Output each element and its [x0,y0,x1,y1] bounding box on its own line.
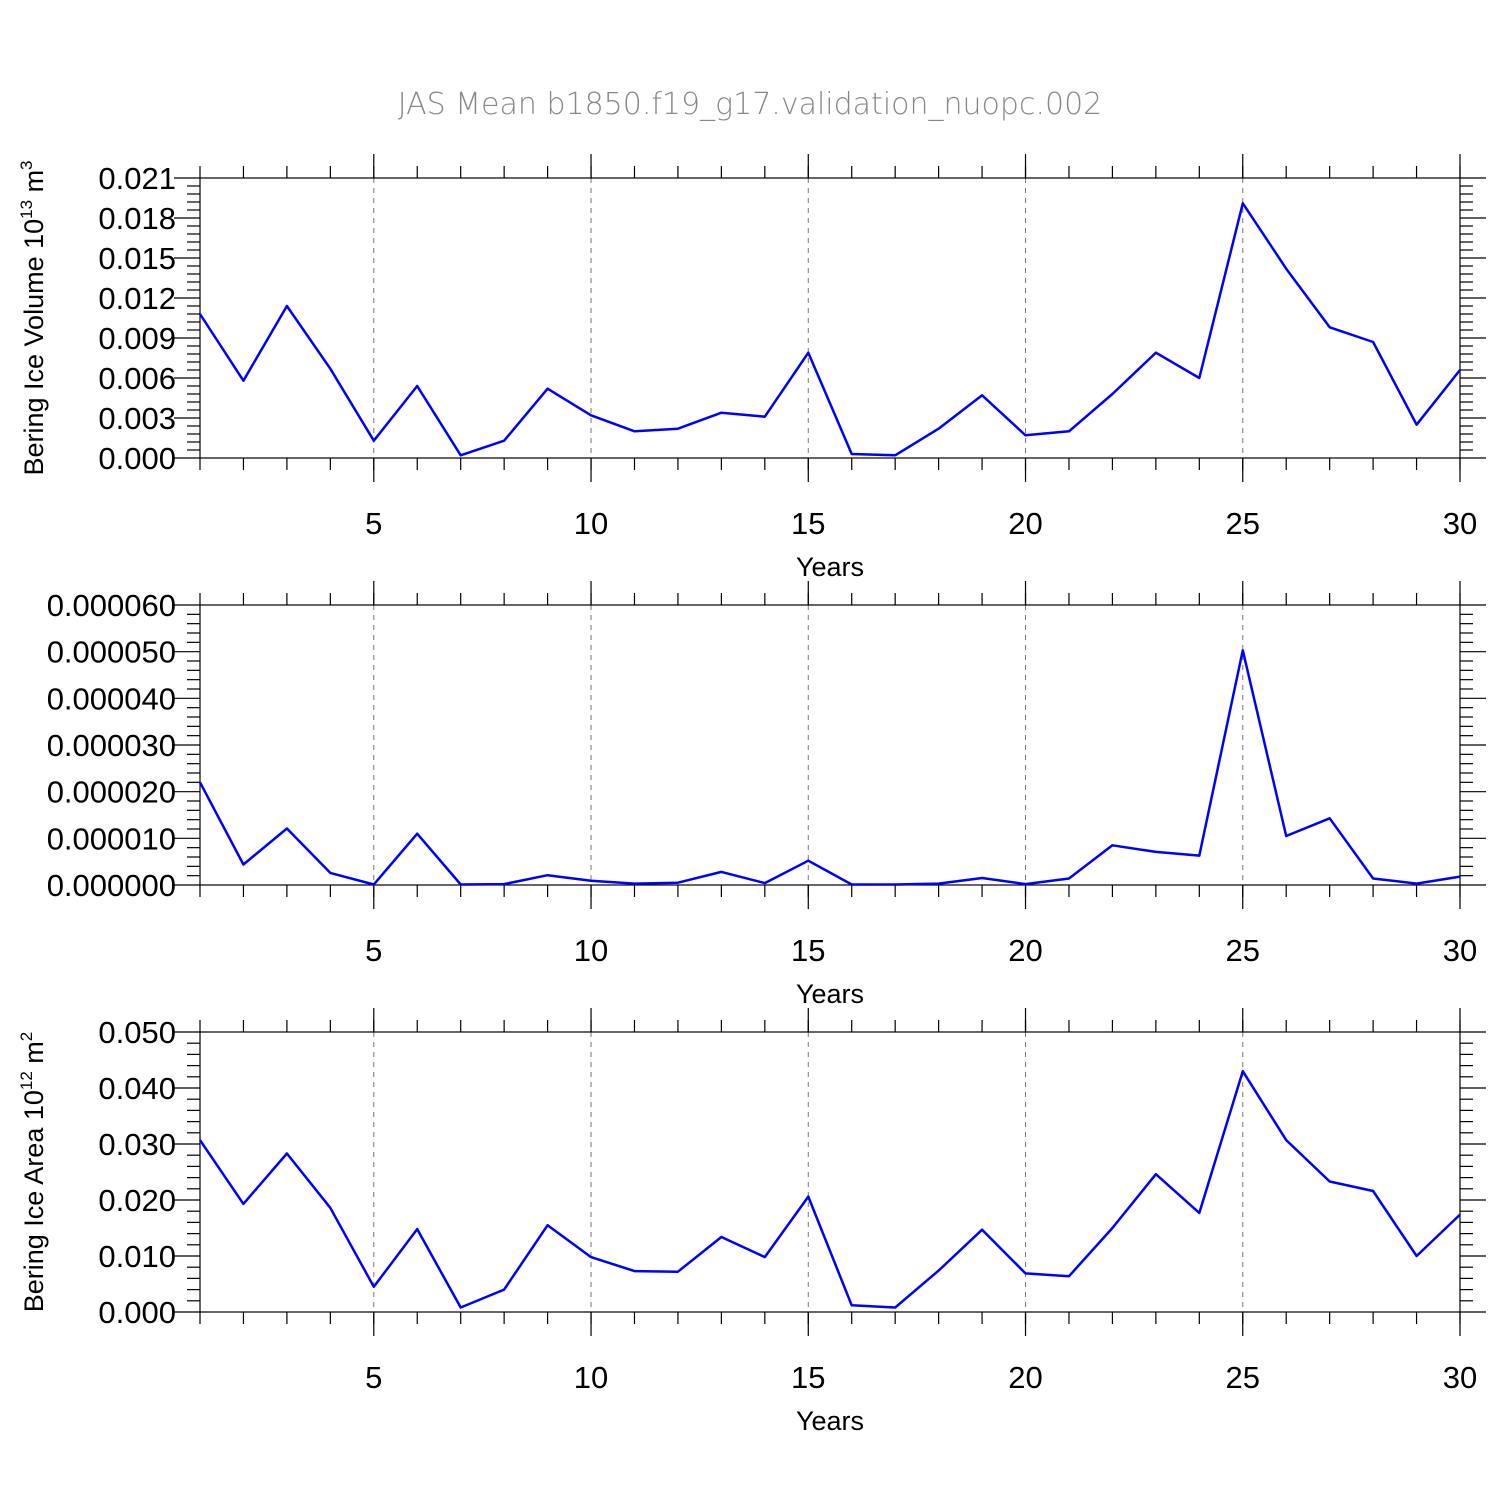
y-tick-label: 0.015 [98,241,176,276]
y-tick-label: 0.040 [98,1071,176,1106]
panel-1-ytick-labels: 0.000 0.003 0.006 0.009 0.012 0.015 0.018 0.021 [98,161,176,476]
y-tick-label: 0.000030 [47,728,176,763]
y-tick-label: 0.000 [98,1295,176,1330]
x-tick-label: 20 [1008,933,1042,968]
panel-2-xtick-labels: 5 10 15 20 25 30 [365,933,1477,968]
y-tick-label: 0.003 [98,401,176,436]
panel-3-frame [199,1031,1461,1313]
x-tick-label: 5 [365,933,382,968]
panel-2-ticks [174,581,1486,909]
panel-3-ylabel: Bering Ice Area 1012 m2 [17,1032,49,1313]
y-tick-label: 0.000010 [47,821,176,856]
y-tick-label: 0.000 [98,441,176,476]
y-tick-label: 0.012 [98,281,176,316]
y-tick-label: 0.000040 [47,681,176,716]
y-tick-label: 0.020 [98,1183,176,1218]
y-tick-label: 0.021 [98,161,176,196]
panel-3-ticks [174,1008,1486,1336]
y-tick-label: 0.000000 [47,868,176,903]
x-tick-label: 25 [1226,506,1260,541]
panel-2-line [198,649,1461,886]
x-tick-label: 10 [574,506,608,541]
panel-1-grid [373,178,1244,458]
panel-2-ytick-labels: 0.000000 0.000010 0.000020 0.000030 0.000040… [47,588,176,903]
x-tick-label: 20 [1008,506,1042,541]
y-tick-label: 0.030 [98,1127,176,1162]
x-tick-label: 5 [365,1360,382,1395]
panel-2: 0.000000 0.000010 0.000020 0.000030 0.000040… [47,581,1486,1009]
panel-3-ytick-labels: 0.000 0.010 0.020 0.030 0.040 0.050 [98,1015,176,1330]
panel-2-xlabel: Years [796,979,864,1009]
x-tick-label: 20 [1008,1360,1042,1395]
y-tick-label: 0.000020 [47,775,176,810]
panel-2-grid [373,605,1244,885]
x-tick-label: 5 [365,506,382,541]
panel-1-xlabel: Years [796,552,864,582]
y-tick-label: 0.018 [98,201,176,236]
y-tick-label: 0.006 [98,361,176,396]
y-tick-label: 0.000060 [47,588,176,623]
panel-3-grid [373,1032,1244,1312]
x-tick-label: 15 [791,506,825,541]
panel-ice-volume: 0.000 0.003 0.006 0.009 0.012 0.015 0.018 0.021… [17,154,1486,582]
panel-1-xtick-labels: 5 10 15 20 25 30 [365,506,1477,541]
x-tick-label: 30 [1443,506,1477,541]
y-tick-label: 0.009 [98,321,176,356]
x-tick-label: 15 [791,933,825,968]
y-tick-label: 0.050 [98,1015,176,1050]
x-tick-label: 30 [1443,933,1477,968]
panel-2-frame [199,604,1461,886]
panel-3-line [198,1069,1461,1309]
x-tick-label: 10 [574,933,608,968]
y-tick-label: 0.010 [98,1239,176,1274]
panel-3-xtick-labels: 5 10 15 20 25 30 [365,1360,1477,1395]
x-tick-label: 10 [574,1360,608,1395]
panel-1-ticks [174,154,1486,482]
panel-ice-area: 0.000 0.010 0.020 0.030 0.040 0.050 5 10 15 20 25… [17,1008,1486,1436]
panel-1-frame [199,177,1461,459]
x-tick-label: 15 [791,1360,825,1395]
x-tick-label: 30 [1443,1360,1477,1395]
x-tick-label: 25 [1226,1360,1260,1395]
figure-title: JAS Mean b1850.f19_g17.validation_nuopc.… [398,87,1103,122]
y-tick-label: 0.000050 [47,635,176,670]
panel-1-line [198,202,1461,457]
x-tick-label: 25 [1226,933,1260,968]
panel-1-ylabel: Bering Ice Volume 1013 m3 [17,160,49,475]
panel-3-xlabel: Years [796,1406,864,1436]
